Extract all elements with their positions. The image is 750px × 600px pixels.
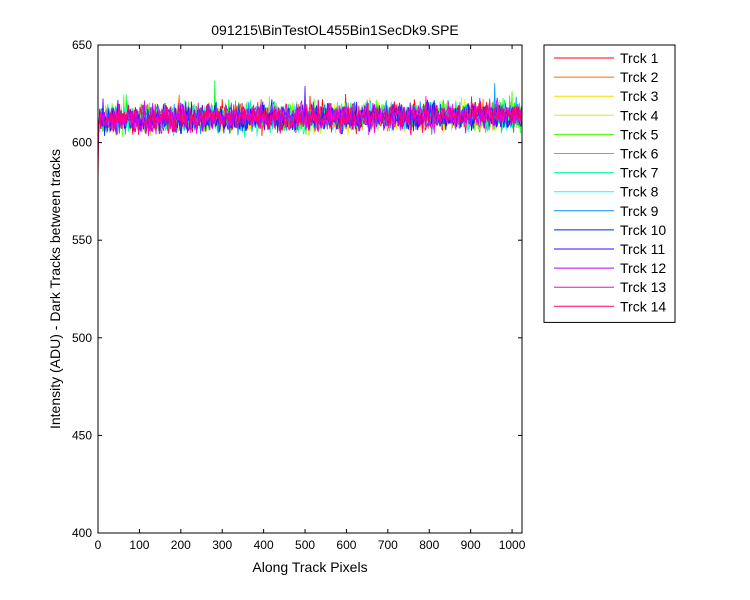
legend-entry-label: Trck 7 — [620, 165, 659, 181]
x-axis-label: Along Track Pixels — [252, 559, 367, 575]
x-tick-label: 800 — [419, 538, 439, 552]
legend-entry-label: Trck 11 — [620, 241, 665, 257]
y-axis-label: Intensity (ADU) - Dark Tracks between tr… — [47, 149, 63, 429]
x-tick-label: 500 — [295, 538, 315, 552]
x-tick-label: 400 — [254, 538, 274, 552]
y-tick-label: 450 — [72, 428, 92, 442]
y-tick-label: 650 — [72, 38, 92, 52]
y-tick-label: 600 — [72, 136, 92, 150]
legend-entry-label: Trck 1 — [620, 50, 659, 66]
legend-entry-label: Trck 8 — [620, 184, 659, 200]
legend-entry-label: Trck 9 — [620, 203, 659, 219]
legend-entry-label: Trck 12 — [620, 260, 666, 276]
x-tick-label: 200 — [171, 538, 191, 552]
legend-entry-label: Trck 4 — [620, 107, 659, 123]
x-tick-label: 100 — [129, 538, 149, 552]
ticks-layer: 0 100 200 300 400 500 600 700 800 900 1000 400 450 50… — [72, 38, 526, 552]
legend-entry-label: Trck 5 — [620, 126, 659, 142]
legend: Trck 1 Trck 2 Trck 3 Trck 4 Trck 5 Trck 6 Trck… — [543, 44, 676, 323]
x-tick-label: 0 — [95, 538, 102, 552]
legend-box — [543, 44, 676, 323]
series-layer — [97, 80, 523, 186]
legend-entry-label: Trck 3 — [620, 88, 659, 104]
series-line-trck-14 — [97, 96, 523, 163]
x-tick-label: 600 — [336, 538, 356, 552]
legend-entry-label: Trck 2 — [620, 69, 659, 85]
y-tick-label: 500 — [72, 331, 92, 345]
x-tick-label: 700 — [378, 538, 398, 552]
legend-entry-label: Trck 6 — [620, 146, 659, 162]
plot-frame — [97, 44, 523, 534]
y-tick-label: 400 — [72, 526, 92, 540]
legend-entry-label: Trck 10 — [620, 222, 666, 238]
x-tick-label: 1000 — [499, 538, 526, 552]
chart-title: 091215\BinTestOL455Bin1SecDk9.SPE — [211, 22, 459, 38]
legend-entry-label: Trck 14 — [620, 298, 666, 314]
legend-entry-label: Trck 13 — [620, 279, 666, 295]
x-tick-label: 300 — [212, 538, 232, 552]
y-tick-label: 550 — [72, 233, 92, 247]
x-tick-label: 900 — [461, 538, 481, 552]
